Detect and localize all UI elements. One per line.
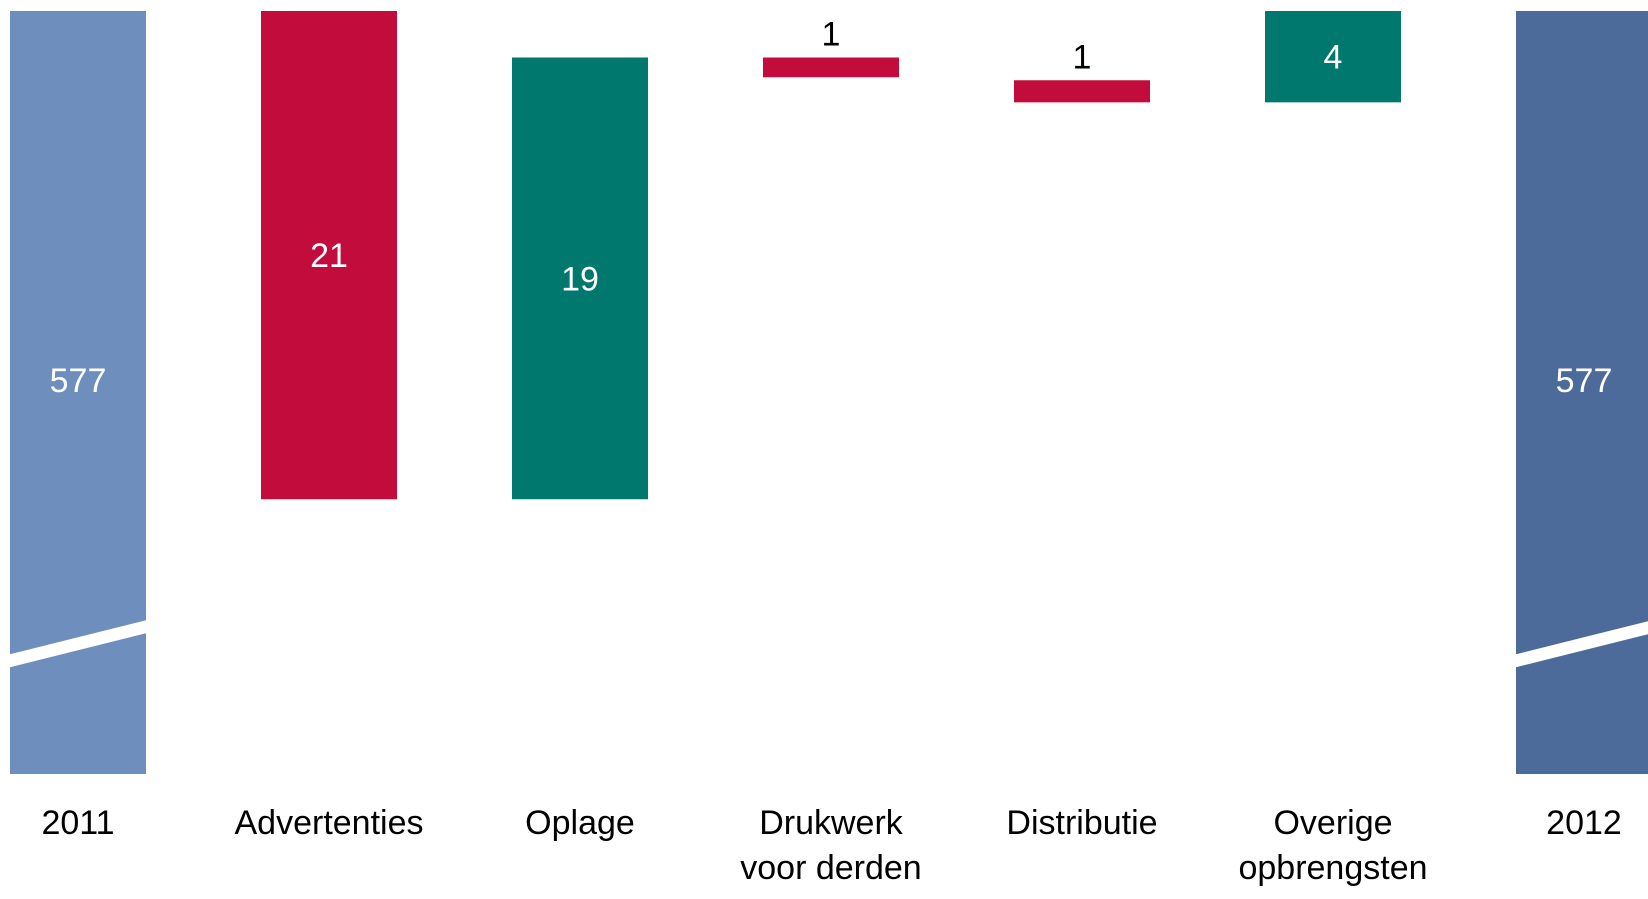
value-label-2012: 577 [1556,362,1613,400]
category-label-2012: 2012 [1546,804,1622,842]
category-label-advertenties: Advertenties [235,804,424,842]
value-label-oplage: 19 [561,260,599,298]
bar-distributie [1014,80,1150,103]
bar-oplage [512,57,648,500]
category-label-overige-opbrengsten: Overige opbrengsten [1238,804,1427,887]
value-labels-group: 577 21 19 1 1 4 577 [50,16,1613,401]
axis-break-2011 [10,620,146,668]
bar-advertenties [261,11,397,500]
axis-break-2012 [1516,621,1648,668]
value-label-distributie: 1 [1073,38,1092,76]
bar-drukwerk-voor-derden [763,57,899,78]
bar-overige-opbrengsten [1265,11,1401,103]
value-label-overige-opbrengsten: 4 [1324,39,1343,77]
value-label-drukwerk-voor-derden: 1 [822,16,841,54]
category-labels-group: 2011 Advertenties Oplage Drukwerk voor derde… [41,804,1621,887]
bars-group [10,11,1648,774]
value-label-advertenties: 21 [310,237,348,275]
category-label-distributie: Distributie [1006,804,1157,842]
axis-breaks-group [10,620,1648,668]
category-label-2011: 2011 [41,804,114,842]
category-label-drukwerk-voor-derden: Drukwerk voor derden [740,804,921,887]
value-label-2011: 577 [50,362,107,400]
category-label-oplage: Oplage [525,804,635,842]
